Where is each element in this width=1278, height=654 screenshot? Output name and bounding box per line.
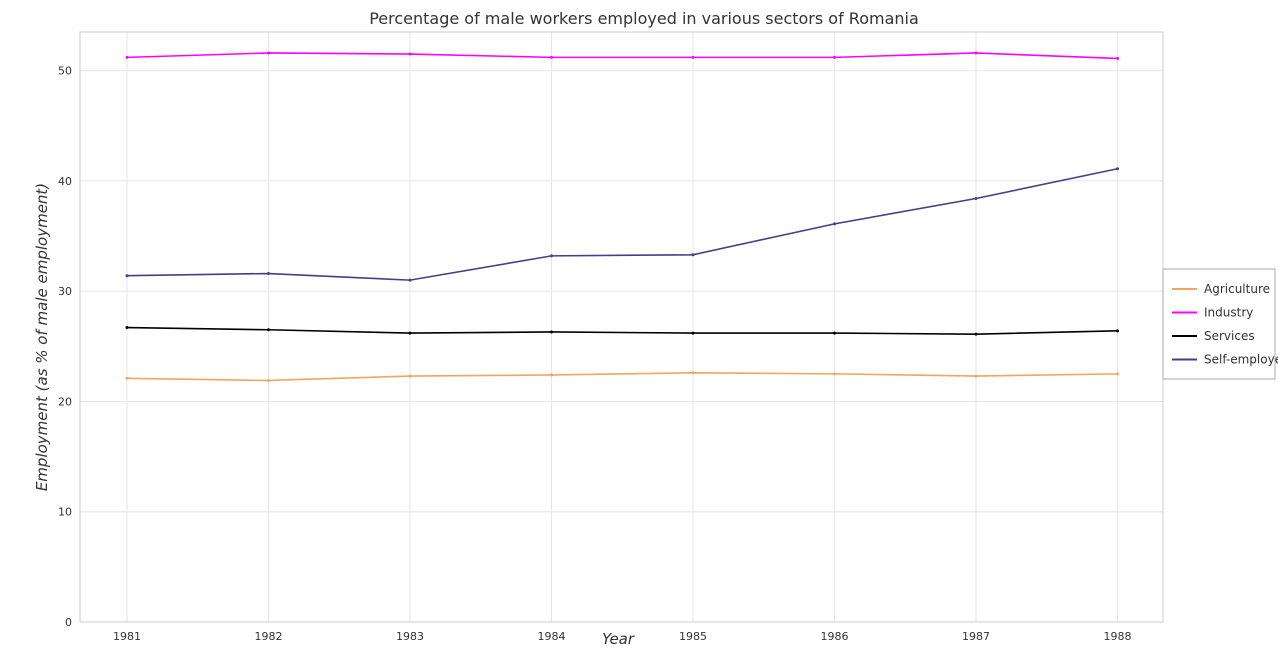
legend-label: Self-employed	[1204, 353, 1278, 367]
y-tick-label: 0	[65, 616, 72, 629]
legend-label: Industry	[1204, 306, 1253, 320]
legend: Agriculture Industry Services Self-employed	[1162, 268, 1278, 380]
data-point	[691, 371, 695, 375]
chart-title: Percentage of male workers employed in v…	[369, 9, 919, 28]
data-point	[408, 331, 412, 335]
data-point	[408, 374, 412, 378]
y-axis-label: Employment (as % of male employment)	[33, 183, 51, 491]
axis-ticks: 0 10 20 30 40 50 1981 1982 1983 1984 1985 1986 1987 1…	[58, 65, 1132, 643]
x-tick-label: 1981	[113, 630, 141, 643]
data-point	[1116, 167, 1119, 171]
data-point	[125, 55, 129, 59]
data-point	[550, 373, 553, 377]
data-point	[267, 272, 270, 276]
data-point	[125, 376, 129, 380]
data-point	[974, 51, 978, 55]
grid	[80, 32, 1163, 623]
data-point	[691, 253, 695, 257]
x-tick-label: 1982	[255, 630, 283, 643]
x-tick-label: 1988	[1104, 630, 1132, 643]
x-axis-label: Year	[602, 630, 635, 648]
data-point	[833, 55, 836, 59]
series-lines	[125, 51, 1119, 382]
legend-label: Agriculture	[1204, 282, 1270, 296]
series-services	[125, 326, 1119, 336]
y-tick-label: 10	[58, 506, 72, 519]
data-point	[691, 331, 695, 335]
data-point	[833, 331, 836, 335]
y-tick-label: 40	[58, 175, 72, 188]
data-point	[267, 51, 270, 55]
data-point	[550, 330, 553, 334]
y-tick-label: 30	[58, 285, 72, 298]
series-line	[126, 167, 1118, 281]
data-point	[267, 328, 270, 332]
data-point	[267, 378, 270, 382]
legend-label: Services	[1204, 329, 1255, 343]
data-point	[125, 326, 129, 330]
data-point	[974, 197, 978, 201]
series-self-employed	[125, 167, 1119, 282]
data-point	[408, 278, 412, 282]
x-tick-label: 1983	[396, 630, 424, 643]
x-tick-label: 1986	[821, 630, 849, 643]
plot-area	[79, 31, 1164, 623]
data-point	[833, 222, 836, 226]
x-tick-label: 1985	[679, 630, 707, 643]
data-point	[408, 52, 412, 56]
data-point	[1116, 329, 1119, 333]
data-point	[125, 274, 129, 278]
series-industry	[125, 51, 1119, 60]
data-point	[550, 254, 553, 258]
series-line	[126, 326, 1118, 335]
x-tick-label: 1984	[538, 630, 566, 643]
data-point	[833, 372, 836, 376]
data-point	[1116, 372, 1119, 376]
y-tick-label: 20	[58, 395, 72, 408]
data-point	[691, 55, 695, 59]
series-line	[126, 371, 1118, 382]
legend-box	[1162, 268, 1276, 380]
x-tick-label: 1987	[962, 630, 990, 643]
data-point	[550, 55, 553, 59]
data-point	[974, 374, 978, 378]
series-line	[126, 52, 1118, 60]
y-tick-label: 50	[58, 65, 72, 78]
data-point	[1116, 56, 1119, 60]
data-point	[974, 332, 978, 336]
series-agriculture	[125, 371, 1119, 382]
